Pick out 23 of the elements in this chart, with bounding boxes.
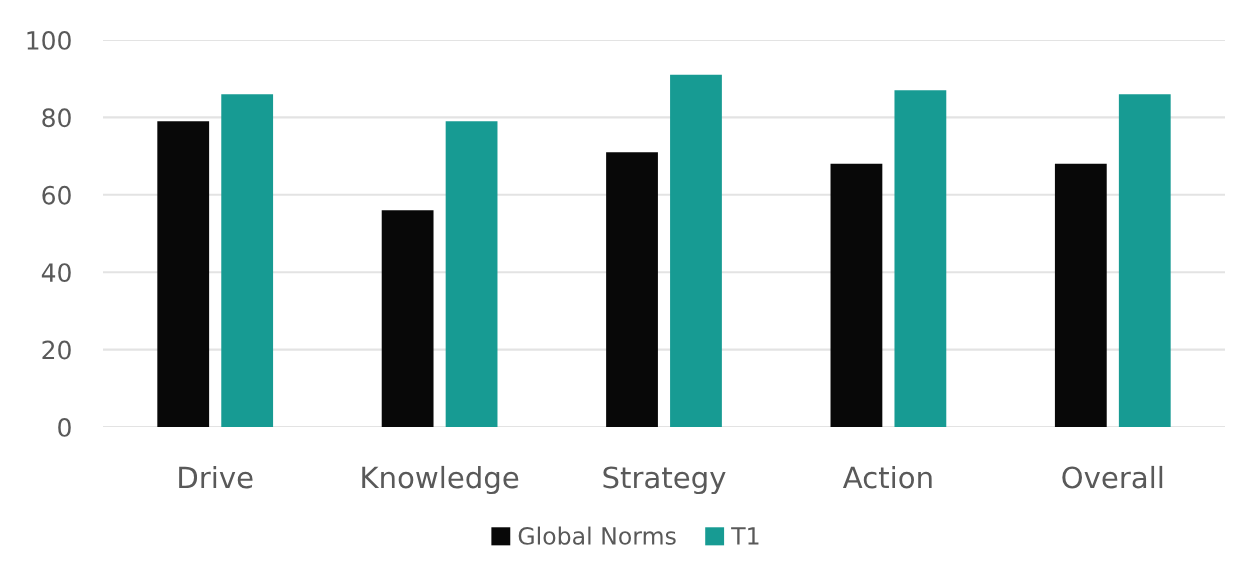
bar [606,152,658,427]
y-tick-label: 40 [41,263,71,283]
x-tick-label: Knowledge [362,465,519,495]
y-tick-label: 100 [27,30,71,50]
bar [381,210,434,427]
legend-label: Global Norms [518,526,676,545]
bar [157,121,210,427]
bar [670,74,722,427]
x-tick-label: Action [842,465,932,489]
bar [1054,163,1107,427]
bar [894,90,947,427]
x-tick-label: Strategy [603,466,726,495]
bar [830,163,883,427]
bar [445,121,498,427]
y-tick-label: 0 [58,417,71,437]
x-tick-label: Overall [1062,465,1163,489]
x-tick-label: Drive [179,465,253,489]
bar [221,94,274,427]
legend-label: T1 [731,527,759,545]
y-tick-label: 80 [42,108,71,128]
y-tick-label: 60 [42,185,71,205]
bar [1118,94,1171,427]
y-tick-label: 20 [42,340,71,360]
